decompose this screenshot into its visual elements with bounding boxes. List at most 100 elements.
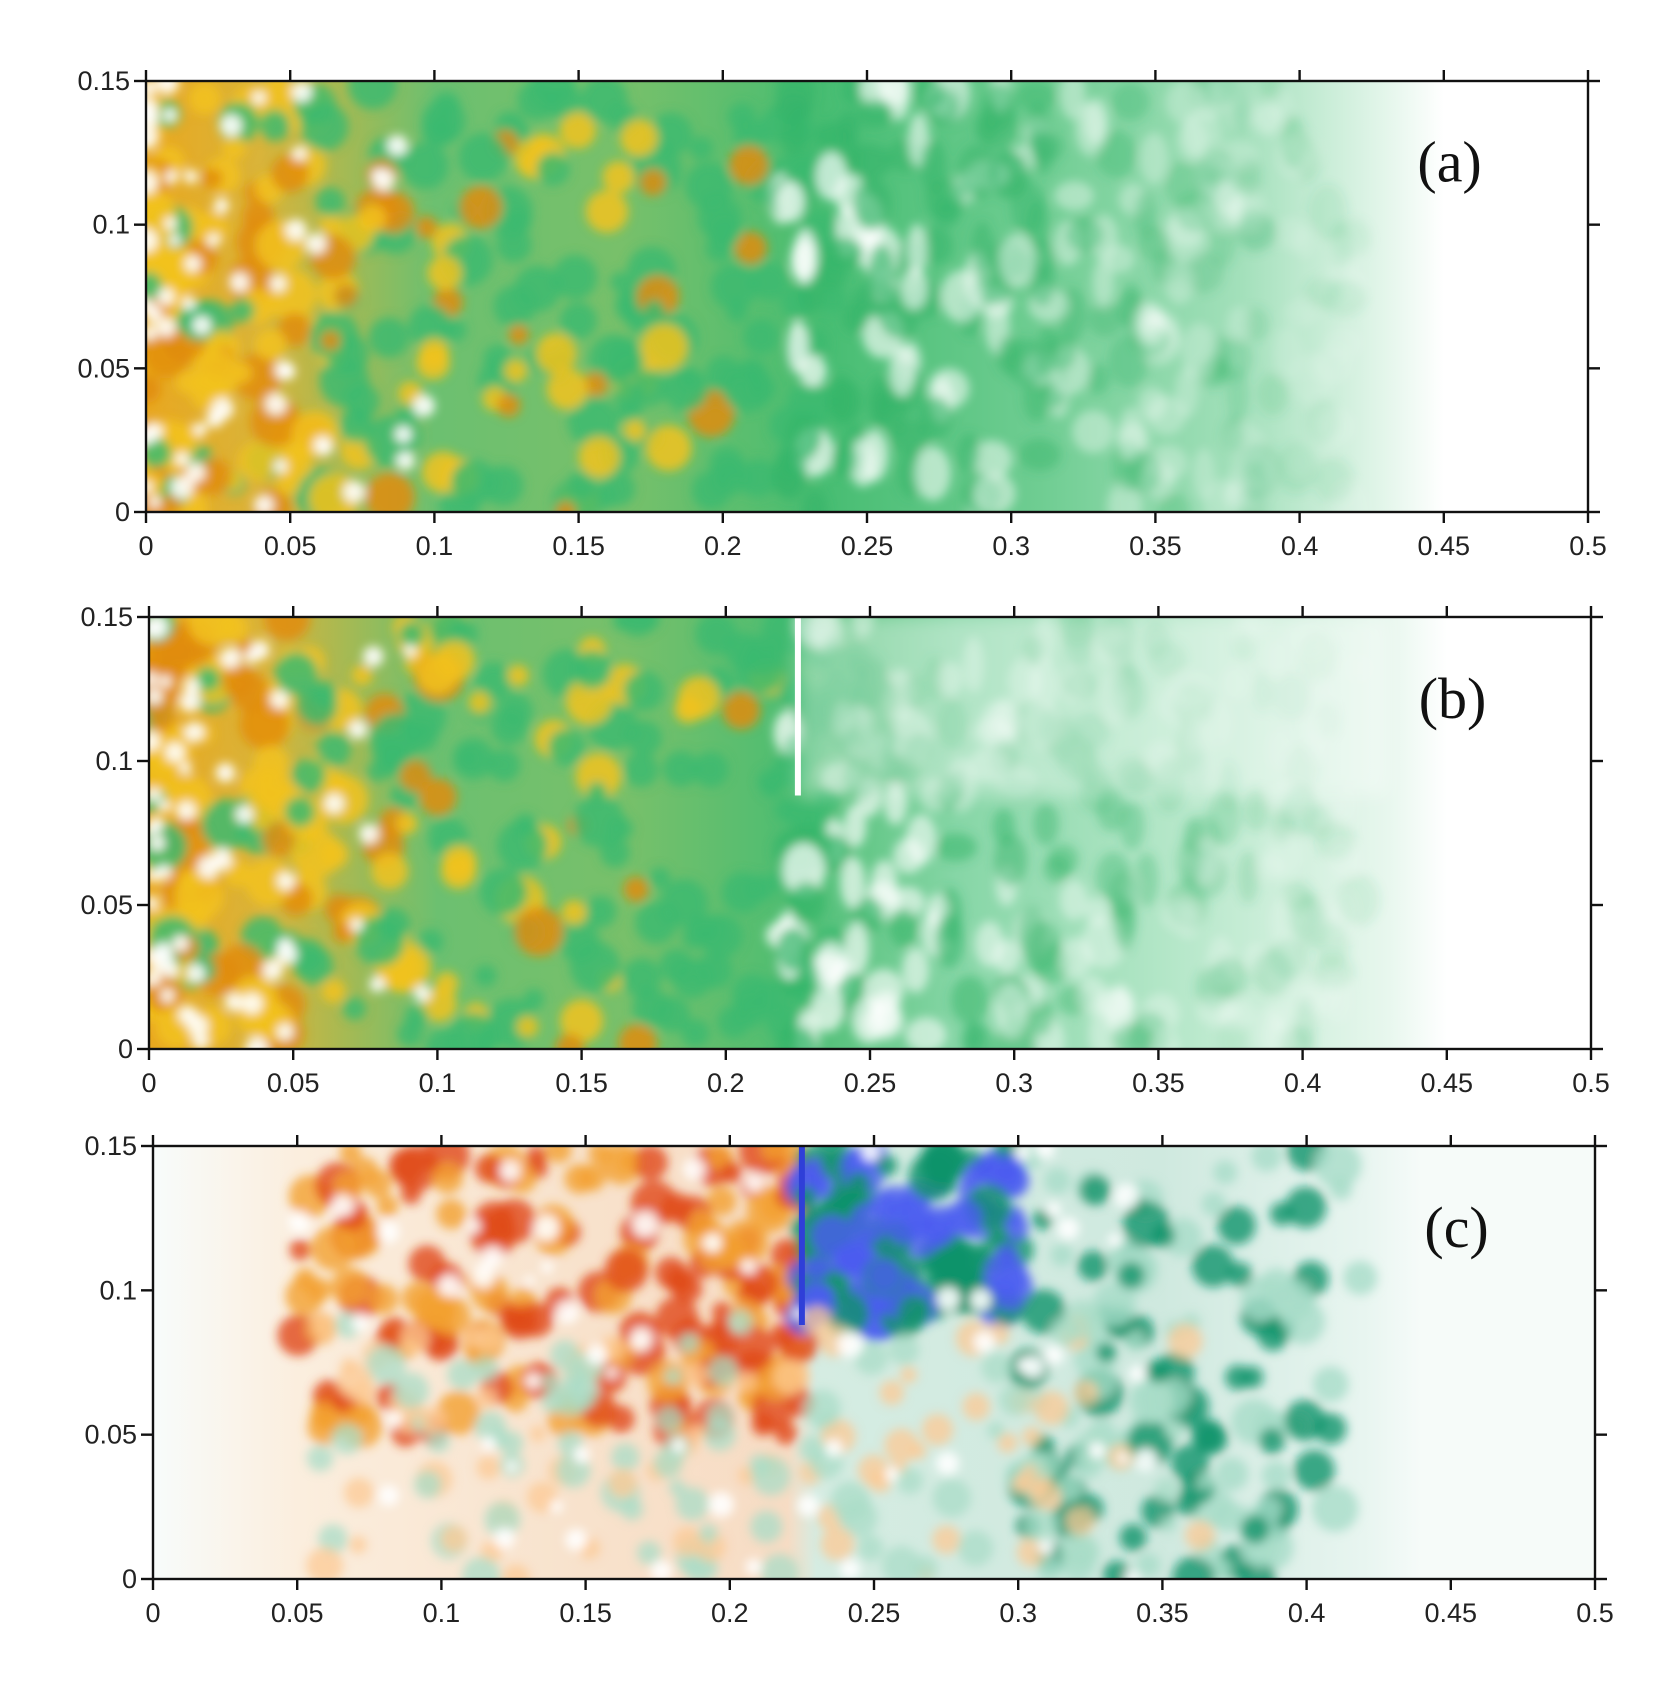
texture-blob	[902, 947, 930, 993]
texture-blob	[831, 441, 858, 477]
texture-blob	[744, 1172, 765, 1193]
texture-blob	[342, 996, 367, 1021]
texture-blob	[319, 356, 370, 407]
texture-blob	[475, 1387, 498, 1410]
texture-blob	[691, 470, 731, 511]
texture-blob	[678, 1332, 699, 1354]
texture-blob	[415, 216, 438, 239]
texture-blob	[468, 691, 491, 714]
texture-blob	[1065, 216, 1104, 253]
texture-blob	[1258, 1427, 1286, 1454]
texture-blob	[183, 169, 198, 184]
texture-blob	[727, 1309, 754, 1335]
texture-blob	[274, 652, 318, 696]
texture-blob	[149, 617, 169, 639]
texture-blob	[618, 1024, 658, 1049]
texture-blob	[826, 379, 863, 424]
texture-blob	[888, 1334, 920, 1366]
texture-blob	[474, 662, 513, 701]
texture-blob	[1045, 1201, 1061, 1218]
texture-blob	[1284, 1399, 1326, 1442]
texture-blob	[707, 1355, 739, 1387]
texture-blob	[993, 1154, 1022, 1182]
texture-blob	[771, 456, 800, 497]
texture-blob	[297, 686, 338, 727]
texture-blob	[582, 371, 609, 398]
texture-blob	[957, 433, 981, 474]
x-tick-label: 0.05	[264, 531, 317, 561]
texture-blob	[1044, 1167, 1071, 1195]
texture-blob	[1260, 81, 1283, 101]
texture-blob	[820, 1526, 855, 1561]
texture-blob	[702, 1233, 723, 1253]
texture-blob	[197, 855, 220, 879]
texture-blob	[310, 1313, 338, 1341]
texture-blob	[1215, 1457, 1249, 1491]
texture-blob	[565, 1528, 588, 1551]
x-tick-label: 0.25	[848, 1598, 901, 1628]
texture-blob	[401, 142, 449, 190]
texture-blob	[1056, 1217, 1080, 1241]
texture-blob	[331, 1423, 363, 1455]
texture-blob	[1054, 181, 1094, 211]
texture-blob	[403, 644, 417, 658]
texture-blob	[945, 1247, 985, 1287]
texture-blob	[479, 868, 528, 916]
texture-blob	[935, 913, 964, 969]
texture-blob	[160, 988, 175, 1003]
texture-blob	[585, 190, 629, 233]
texture-blob	[149, 949, 159, 963]
texture-blob	[1175, 366, 1199, 418]
texture-blob	[1134, 1448, 1158, 1472]
texture-blob	[494, 1527, 515, 1549]
texture-blob	[502, 1564, 531, 1579]
texture-blob	[146, 228, 158, 253]
texture-blob	[1124, 1570, 1140, 1579]
texture-blob	[793, 229, 817, 285]
texture-blob	[289, 1239, 311, 1261]
texture-blob	[1136, 1553, 1161, 1577]
texture-blob	[969, 1288, 992, 1311]
texture-blob	[186, 963, 206, 983]
texture-blob	[555, 1300, 579, 1324]
texture-blob	[900, 267, 928, 311]
texture-blob	[213, 197, 230, 214]
texture-blob	[1222, 415, 1245, 455]
texture-blob	[906, 814, 937, 865]
texture-blob	[1185, 1520, 1216, 1551]
texture-blob	[660, 879, 708, 927]
x-tick-label: 0.15	[552, 531, 605, 561]
texture-blob	[688, 1209, 716, 1238]
texture-blob	[1016, 81, 1056, 113]
texture-blob	[814, 255, 847, 291]
texture-blob	[1119, 801, 1145, 851]
texture-blob	[640, 323, 688, 372]
texture-blob	[1275, 136, 1307, 179]
texture-blob	[884, 1201, 927, 1245]
texture-blob	[487, 748, 521, 782]
texture-blob	[1014, 1146, 1030, 1161]
texture-blob	[749, 874, 776, 901]
texture-blob	[932, 1478, 972, 1518]
texture-blob	[219, 114, 242, 137]
x-tick-label: 0.15	[555, 1068, 608, 1098]
texture-blob	[163, 108, 178, 123]
heatmap-texture	[277, 1146, 1378, 1579]
texture-blob	[462, 1326, 484, 1348]
texture-blob	[934, 833, 978, 862]
texture-blob	[541, 1372, 560, 1391]
texture-blob	[310, 1226, 356, 1271]
x-tick-label: 0.1	[416, 531, 454, 561]
texture-blob	[149, 895, 160, 911]
texture-blob	[745, 1558, 762, 1576]
texture-blob	[201, 168, 223, 189]
texture-blob	[158, 494, 182, 512]
texture-blob	[751, 1456, 791, 1496]
texture-blob	[185, 462, 206, 483]
texture-blob	[173, 642, 195, 665]
texture-blob	[1085, 363, 1110, 395]
texture-blob	[507, 664, 529, 687]
texture-blob	[604, 1248, 649, 1293]
texture-blob	[1214, 140, 1258, 169]
texture-blob	[339, 409, 373, 443]
